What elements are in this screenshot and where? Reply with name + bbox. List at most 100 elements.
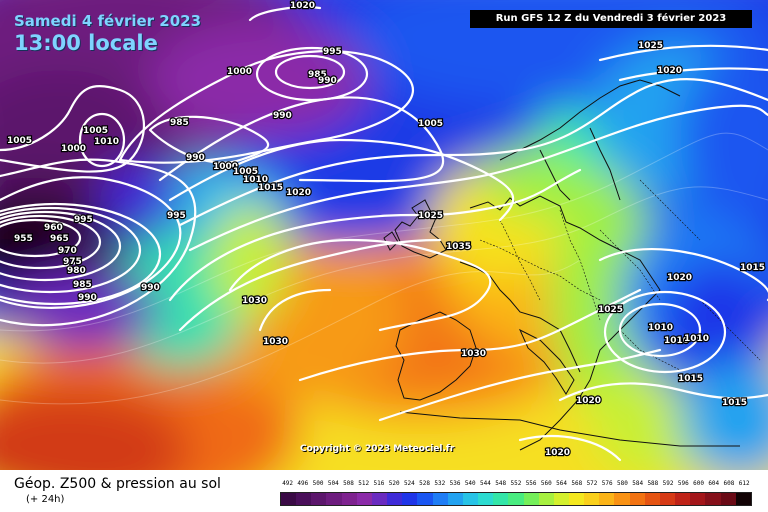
forecast-time: 13:00 locale (14, 31, 158, 55)
isobar-label: 990 (78, 293, 97, 303)
color-scale-bar (280, 492, 752, 506)
isobar-label-layer: 1020995985990100099098599010051010100010… (6, 0, 766, 459)
scale-swatch (675, 493, 691, 505)
scale-label: 608 (723, 480, 735, 487)
isobar-label: 1015 (722, 398, 747, 408)
forecast-date: Samedi 4 février 2023 (14, 12, 202, 30)
scale-label: 596 (677, 480, 689, 487)
scale-swatch (356, 493, 372, 505)
scale-label: 524 (403, 480, 415, 487)
legend-title: Géop. Z500 & pression au sol (14, 476, 221, 492)
isobar-label: 990 (141, 283, 160, 293)
isobar-label: 985 (170, 118, 189, 128)
isobar-label: 1000 (61, 144, 86, 154)
scale-swatch (705, 493, 721, 505)
isobar-label: 1015 (678, 374, 703, 384)
isobar-label: 1030 (242, 296, 267, 306)
isobar-label: 1015 (258, 183, 283, 193)
scale-label: 548 (495, 480, 507, 487)
legend-subtitle: (+ 24h) (26, 494, 65, 505)
copyright-notice: Copyright © 2023 Meteociel.fr (300, 444, 455, 454)
isobar-label: 985 (308, 70, 327, 80)
scale-label: 500 (312, 480, 324, 487)
scale-swatch (371, 493, 388, 505)
scale-label: 580 (617, 480, 628, 487)
isobar-label: 1020 (286, 188, 311, 198)
isobar-label: 1015 (740, 263, 765, 273)
scale-label: 516 (373, 480, 385, 487)
isobar-label: 1035 (446, 242, 471, 252)
scale-swatch (432, 493, 448, 505)
scale-swatch (553, 493, 569, 505)
isobars (0, 6, 768, 462)
isobar-label: 1005 (7, 136, 32, 146)
scale-swatch (614, 493, 630, 505)
scale-swatch (568, 493, 585, 505)
scale-label: 552 (510, 480, 522, 487)
scale-swatch (478, 493, 494, 505)
scale-label: 592 (662, 480, 674, 487)
scale-swatch (387, 493, 403, 505)
isobar-label: 1030 (461, 349, 486, 359)
scale-label: 584 (632, 480, 644, 487)
isobar-label: 1000 (213, 162, 238, 172)
isobar-label: 970 (58, 246, 77, 256)
scale-label: 604 (708, 480, 720, 487)
scale-swatch (447, 493, 463, 505)
isobar-label: 990 (318, 76, 337, 86)
scale-swatch (417, 493, 433, 505)
scale-swatch (462, 493, 479, 505)
scale-label: 564 (556, 480, 567, 487)
scale-swatch (690, 493, 706, 505)
scale-label: 560 (540, 480, 552, 487)
scale-swatch (720, 493, 736, 505)
isobar-label: 995 (74, 215, 93, 225)
scale-label: 600 (693, 480, 704, 487)
scale-label: 556 (525, 480, 537, 487)
isobar-label: 1010 (648, 323, 673, 333)
scale-label: 588 (647, 480, 659, 487)
isobar-label: 1005 (233, 167, 258, 177)
isobar-label: 1020 (290, 1, 315, 11)
scale-label: 492 (282, 480, 294, 487)
isobar-label: 980 (67, 266, 86, 276)
scale-label: 496 (297, 480, 309, 487)
scale-swatch (584, 493, 600, 505)
isobar-label: 1025 (418, 211, 443, 221)
isobar-label: 995 (323, 47, 342, 57)
isobar-label: 1010 (94, 137, 119, 147)
color-scale: 492 496 500 504 508 512 516 520 524 528 532 536 540 5… (280, 478, 752, 510)
scale-swatch (629, 493, 645, 505)
isobar-label: 955 (14, 234, 33, 244)
scale-swatch (402, 493, 418, 505)
scale-swatch (341, 493, 357, 505)
scale-swatch (599, 493, 615, 505)
scale-label: 540 (464, 480, 476, 487)
scale-label: 572 (586, 480, 598, 487)
scale-swatch (538, 493, 554, 505)
isobar-label: 1020 (545, 448, 570, 458)
scale-swatch (326, 493, 342, 505)
isobar-label: 1020 (657, 66, 682, 76)
scale-label: 536 (449, 480, 461, 487)
scale-label: 504 (327, 480, 339, 487)
color-scale-labels: 492 496 500 504 508 512 516 520 524 528 532 536 540 5… (280, 478, 752, 490)
scale-label: 520 (388, 480, 400, 487)
scale-swatch (659, 493, 676, 505)
scale-swatch (281, 493, 297, 505)
scale-label: 576 (601, 480, 613, 487)
isobar-label: 1030 (263, 337, 288, 347)
scale-label: 528 (419, 480, 430, 487)
isobar-label: 1010 (243, 175, 268, 185)
scale-swatch (644, 493, 660, 505)
scale-label: 612 (738, 480, 750, 487)
isobar-label: 975 (63, 257, 82, 267)
scale-swatch (296, 493, 312, 505)
scale-swatch (493, 493, 509, 505)
isobar-label: 1005 (83, 126, 108, 136)
run-info: Run GFS 12 Z du Vendredi 3 février 2023 (470, 10, 752, 28)
legend-footer: Géop. Z500 & pression au sol (+ 24h) 492… (0, 470, 768, 512)
scale-label: 568 (571, 480, 583, 487)
scale-label: 508 (343, 480, 354, 487)
isobar-label: 985 (73, 280, 92, 290)
